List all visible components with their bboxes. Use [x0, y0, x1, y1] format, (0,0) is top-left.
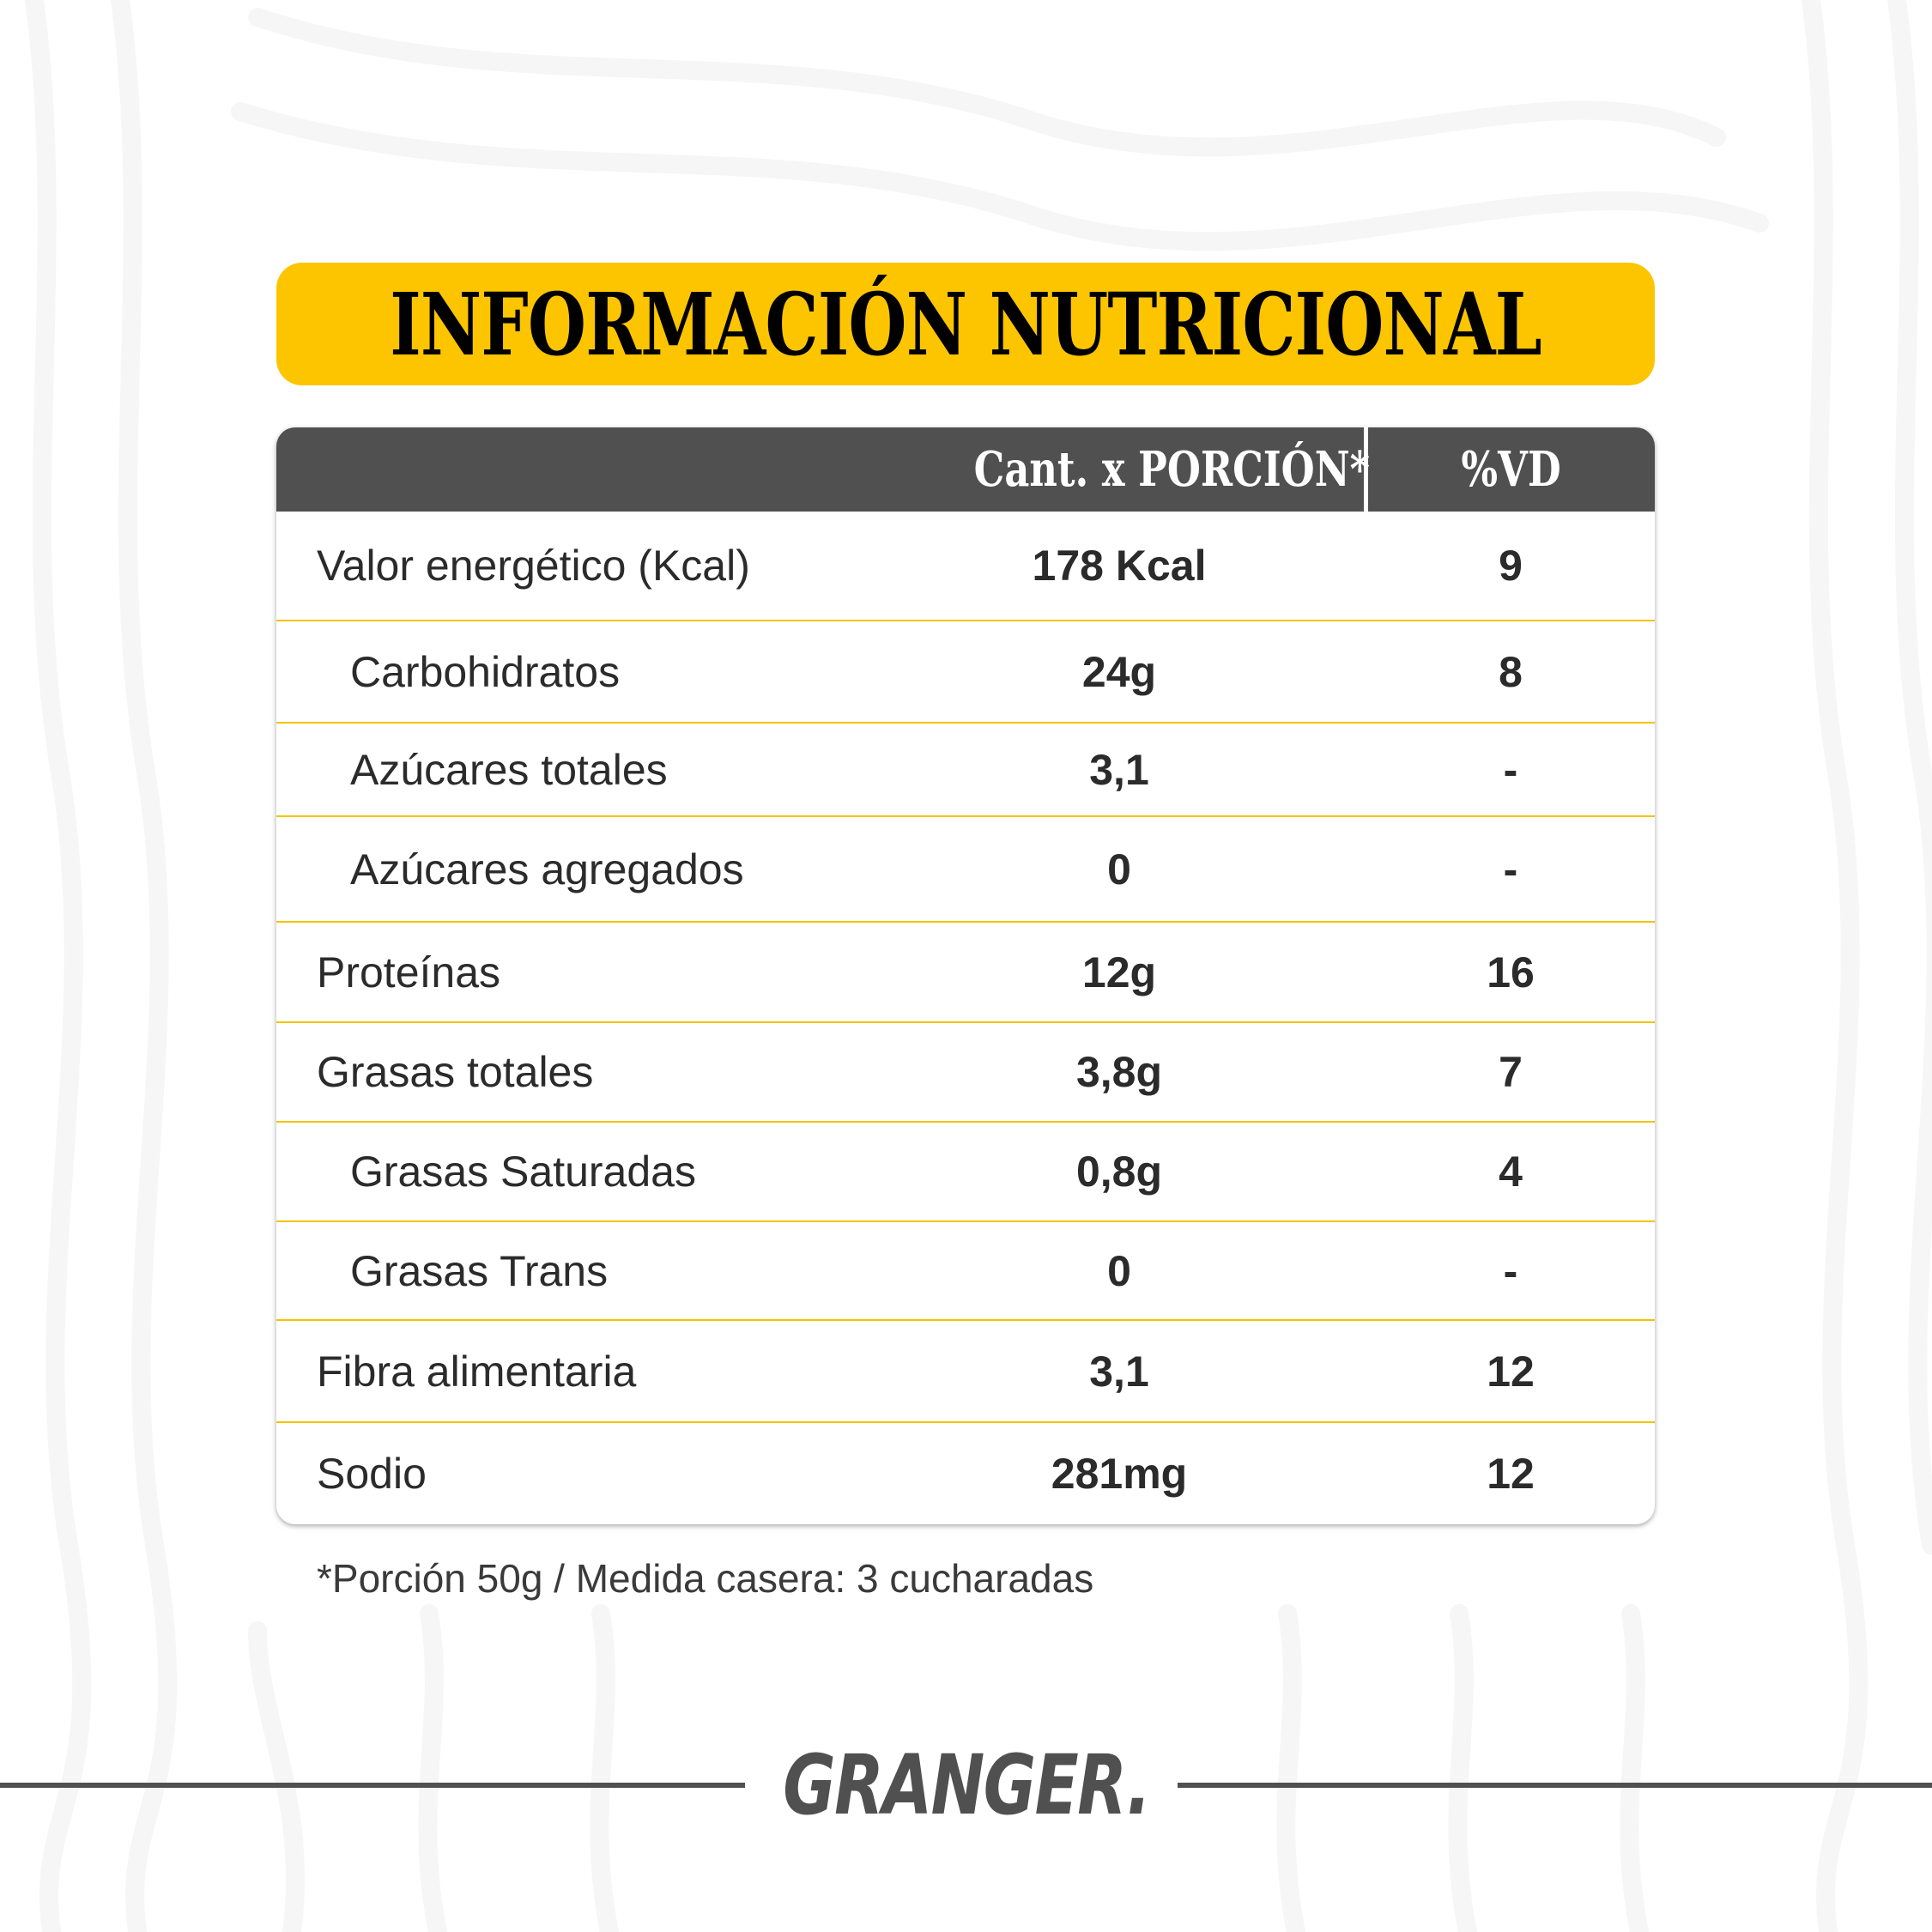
- nutrient-label: Valor energético (Kcal): [317, 542, 750, 590]
- amount-value: 24g: [1081, 647, 1157, 696]
- dv-value: 8: [1499, 647, 1523, 696]
- table-row: Valor energético (Kcal) 178 Kcal 9: [276, 512, 1655, 621]
- brand-logo: GRANGER.: [783, 1737, 1151, 1833]
- table-row: Sodio 281mg 12: [276, 1423, 1655, 1524]
- amount-value: 281mg: [1051, 1450, 1188, 1498]
- nutrient-label: Azúcares agregados: [350, 845, 744, 893]
- dv-value: -: [1503, 1246, 1518, 1295]
- table-row: Grasas totales 3,8g 7: [276, 1023, 1655, 1123]
- amount-value: 3,8g: [1075, 1048, 1163, 1096]
- nutrient-label: Sodio: [317, 1450, 427, 1498]
- header-dv: %VD: [1461, 441, 1562, 498]
- dv-value: -: [1503, 745, 1518, 794]
- dv-value: 9: [1499, 542, 1523, 590]
- amount-value: 178 Kcal: [1032, 542, 1207, 590]
- table-row: Azúcares agregados 0 -: [276, 817, 1655, 923]
- divider-line-right: [1178, 1783, 1932, 1788]
- dv-value: 4: [1499, 1148, 1523, 1196]
- table-row: Azúcares totales 3,1 -: [276, 724, 1655, 817]
- amount-value: 0,8g: [1075, 1148, 1163, 1196]
- nutrient-label: Grasas Trans: [350, 1246, 609, 1295]
- table-row: Grasas Trans 0 -: [276, 1222, 1655, 1321]
- table-header: Cant. x PORCIÓN* %VD: [276, 427, 1655, 512]
- nutrient-label: Fibra alimentaria: [317, 1347, 637, 1396]
- amount-value: 0: [1107, 1246, 1131, 1295]
- nutrient-label: Grasas totales: [317, 1048, 594, 1096]
- page-title: INFORMACIÓN NUTRICIONAL: [390, 273, 1541, 375]
- table-row: Proteínas 12g 16: [276, 923, 1655, 1023]
- divider-line-left: [0, 1783, 745, 1788]
- dv-value: 12: [1487, 1450, 1535, 1498]
- table-row: Grasas Saturadas 0,8g 4: [276, 1123, 1655, 1222]
- dv-value: -: [1503, 845, 1518, 893]
- title-banner: INFORMACIÓN NUTRICIONAL: [276, 263, 1655, 385]
- dv-value: 12: [1487, 1347, 1535, 1396]
- nutrient-label: Azúcares totales: [350, 745, 668, 794]
- nutrition-table: Cant. x PORCIÓN* %VD Valor energético (K…: [276, 427, 1655, 1524]
- amount-value: 0: [1107, 845, 1131, 893]
- dv-value: 16: [1487, 948, 1535, 996]
- header-divider: [1364, 427, 1368, 512]
- table-row: Fibra alimentaria 3,1 12: [276, 1321, 1655, 1423]
- amount-value: 3,1: [1089, 1347, 1149, 1396]
- amount-value: 12g: [1081, 948, 1157, 996]
- table-row: Carbohidratos 24g 8: [276, 621, 1655, 724]
- nutrient-label: Proteínas: [317, 948, 501, 996]
- nutrient-label: Grasas Saturadas: [350, 1148, 696, 1196]
- footnote: *Porción 50g / Medida casera: 3 cucharad…: [317, 1556, 1094, 1601]
- header-amount: Cant. x PORCIÓN*: [973, 441, 1371, 498]
- nutrient-label: Carbohidratos: [350, 647, 621, 696]
- dv-value: 7: [1499, 1048, 1523, 1096]
- amount-value: 3,1: [1089, 745, 1149, 794]
